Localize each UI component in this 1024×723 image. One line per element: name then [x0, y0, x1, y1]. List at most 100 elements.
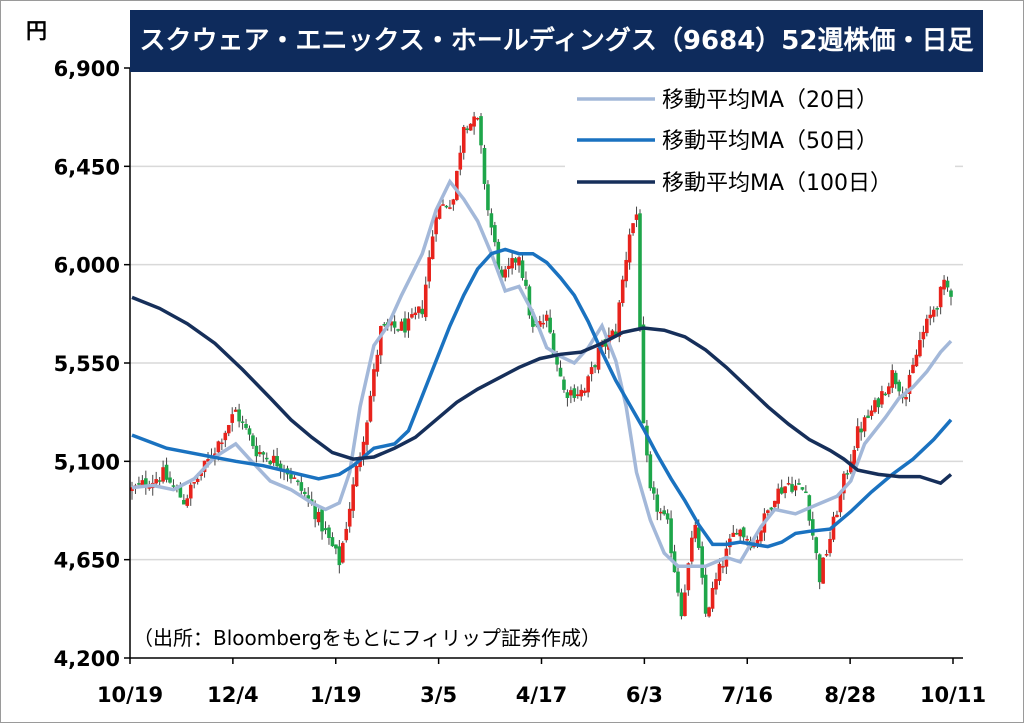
- candle-body: [144, 478, 148, 488]
- candle-body: [817, 554, 822, 583]
- candle-body: [804, 491, 808, 494]
- candle-body: [575, 394, 580, 397]
- ma20-series-line: [131, 178, 953, 568]
- candle-body: [216, 441, 221, 453]
- candle-body: [717, 563, 722, 581]
- candle-body: [690, 537, 694, 562]
- y-tick-label: 4,650: [54, 549, 120, 573]
- candle-body: [772, 500, 777, 508]
- candle-body: [935, 308, 939, 310]
- candle-body: [838, 492, 843, 513]
- candle-body: [848, 461, 853, 473]
- source-note: （出所：Bloombergをもとにフィリップ証券作成）: [133, 626, 601, 650]
- candle-body: [880, 391, 884, 405]
- ma50-series-line: [131, 247, 953, 549]
- y-tick-label: 6,450: [54, 155, 120, 179]
- candle-body: [696, 527, 701, 548]
- candle-body: [372, 369, 376, 397]
- x-tick-labels: 10/19 12/4 1/19 3/5 4/17 6/3 7/16 8/28 10/11: [97, 658, 986, 707]
- candle-body: [206, 459, 210, 462]
- candle-body: [396, 329, 400, 331]
- candle-body: [406, 318, 411, 331]
- candle-body: [368, 395, 373, 422]
- candle-body: [323, 528, 328, 531]
- chart-title: スクウェア・エニックス・ホールディングス（9684）52週株価・日足: [139, 26, 974, 56]
- candle-body: [562, 379, 566, 390]
- candle-body: [271, 455, 276, 463]
- candlesticks: [130, 111, 953, 620]
- candle-body: [192, 482, 197, 484]
- candle-body: [821, 557, 825, 584]
- candle-body: [489, 213, 494, 228]
- candle-body: [793, 485, 798, 491]
- candle-body: [869, 410, 874, 416]
- candle-body: [448, 207, 452, 209]
- candle-body: [683, 592, 687, 617]
- candle-body: [320, 509, 324, 532]
- candle-body: [790, 484, 794, 492]
- candle-body: [631, 223, 635, 234]
- candle-body: [199, 472, 203, 476]
- candle-body: [230, 414, 235, 423]
- candle-body: [258, 452, 262, 455]
- candle-body: [541, 322, 546, 325]
- candle-body: [565, 392, 570, 398]
- candle-body: [714, 579, 718, 590]
- candle-body: [641, 324, 646, 424]
- candle-body: [292, 477, 297, 479]
- candle-body: [468, 123, 473, 131]
- x-tick-label: 10/19: [97, 683, 163, 707]
- candle-body: [907, 374, 912, 394]
- candle-body: [261, 452, 266, 455]
- candle-body: [835, 514, 839, 518]
- candle-body: [247, 428, 252, 435]
- candle-body: [441, 204, 445, 206]
- candle-body: [921, 331, 926, 340]
- legend-ma20-label: 移動平均MA（20日）: [662, 88, 878, 113]
- candle-body: [437, 205, 442, 219]
- candle-body: [264, 457, 269, 460]
- candle-body: [873, 400, 877, 412]
- candle-body: [182, 499, 186, 505]
- candle-body: [610, 330, 615, 337]
- candle-body: [928, 314, 933, 319]
- candle-body: [251, 435, 255, 447]
- candle-body: [662, 510, 666, 515]
- candle-body: [157, 480, 162, 482]
- candle-body: [531, 315, 535, 327]
- y-tick-label: 6,000: [54, 254, 120, 278]
- candle-body: [779, 487, 784, 494]
- candle-body: [845, 473, 850, 475]
- candle-body: [897, 381, 901, 392]
- candle-body: [375, 354, 380, 372]
- candle-body: [510, 258, 514, 269]
- candle-body: [361, 441, 366, 458]
- candle-body: [513, 258, 518, 263]
- candle-body: [130, 487, 134, 492]
- candle-body: [617, 302, 622, 337]
- y-unit-label: 円: [26, 19, 47, 43]
- candle-body: [783, 486, 787, 494]
- candle-body: [296, 480, 300, 483]
- x-tick-label: 10/11: [920, 683, 986, 707]
- candle-body: [137, 483, 141, 485]
- candle-body: [379, 326, 383, 356]
- candle-body: [347, 508, 352, 527]
- x-tick-label: 7/16: [721, 683, 773, 707]
- candle-body: [582, 390, 587, 393]
- candle-body: [458, 152, 463, 170]
- x-tick-label: 1/19: [310, 683, 362, 707]
- candle-body: [420, 308, 425, 315]
- candle-body: [586, 376, 590, 393]
- candle-body: [862, 417, 867, 432]
- candle-body: [524, 279, 528, 286]
- candle-body: [302, 491, 307, 495]
- candle-body: [410, 314, 414, 318]
- title-banner: [130, 10, 983, 72]
- candle-body: [475, 117, 480, 120]
- candle-body: [188, 484, 193, 499]
- candle-body: [755, 539, 760, 544]
- candle-body: [703, 574, 708, 614]
- candle-body: [745, 539, 749, 541]
